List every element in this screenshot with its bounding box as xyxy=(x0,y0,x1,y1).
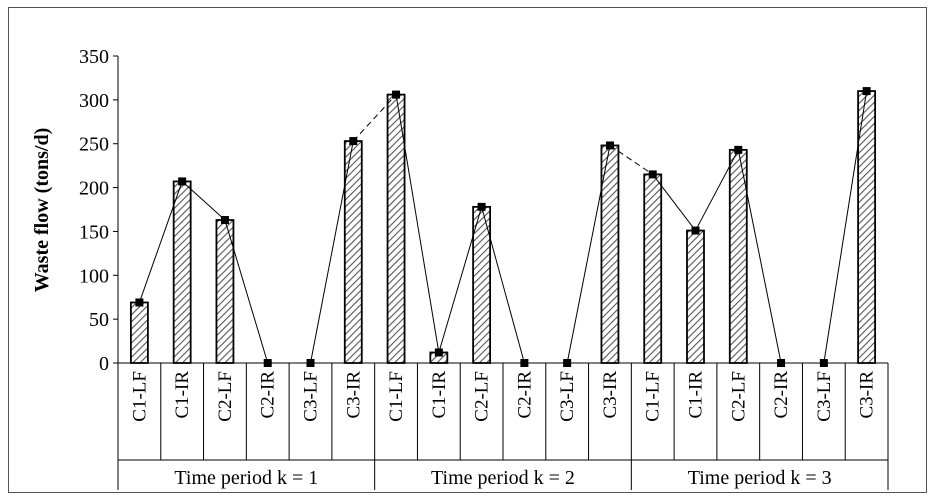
data-point-marker xyxy=(349,137,358,146)
period-transition-line xyxy=(609,145,654,175)
series-line xyxy=(310,140,354,364)
y-tick-label: 0 xyxy=(99,353,109,375)
x-category-label: C1-IR xyxy=(429,371,450,419)
x-category-label: C1-LF xyxy=(643,371,664,422)
x-category-label: C1-IR xyxy=(172,371,193,419)
x-category-label: C1-LF xyxy=(129,371,150,422)
data-point-marker xyxy=(135,298,144,307)
y-tick-label: 150 xyxy=(79,221,109,243)
period-transition-line xyxy=(352,94,397,142)
data-point-marker xyxy=(648,170,657,179)
x-category-label: C3-LF xyxy=(301,371,322,422)
data-point-marker xyxy=(392,90,401,99)
time-period-label: Time period k = 3 xyxy=(688,467,832,489)
x-category-label: C3-LF xyxy=(557,371,578,422)
y-tick-label: 100 xyxy=(79,265,109,287)
series-line xyxy=(652,174,696,231)
series-line xyxy=(138,181,183,303)
x-category-label: C3-IR xyxy=(343,371,364,419)
x-category-label: C3-IR xyxy=(600,371,621,419)
y-tick-label: 250 xyxy=(79,134,109,156)
bar xyxy=(686,229,705,364)
x-category-label: C3-IR xyxy=(857,371,878,419)
data-point-marker xyxy=(306,359,315,367)
x-category-label: C1-LF xyxy=(386,371,407,422)
x-category-label: C2-LF xyxy=(215,371,236,422)
time-period-label: Time period k = 2 xyxy=(431,467,575,489)
data-point-marker xyxy=(691,226,700,235)
data-point-marker xyxy=(220,216,229,225)
x-category-label: C2-IR xyxy=(258,371,279,419)
series-line xyxy=(823,91,868,364)
x-category-label: C3-LF xyxy=(814,371,835,422)
series-line xyxy=(181,181,226,221)
data-point-marker xyxy=(520,359,529,367)
y-tick-label: 50 xyxy=(89,309,109,331)
y-axis-title: Waste flow (tons/d) xyxy=(31,128,53,292)
time-period-label: Time period k = 1 xyxy=(174,467,318,489)
series-line xyxy=(695,149,739,231)
data-point-marker xyxy=(862,87,871,96)
series-line xyxy=(395,94,440,353)
x-category-label: C2-IR xyxy=(771,371,792,419)
y-tick-label: 200 xyxy=(79,178,109,200)
data-point-marker xyxy=(605,141,614,150)
x-category-label: C1-IR xyxy=(686,371,707,419)
data-point-marker xyxy=(777,359,786,367)
series-line xyxy=(481,206,525,364)
data-point-marker xyxy=(434,348,443,357)
bar xyxy=(643,173,663,364)
bar xyxy=(129,301,149,364)
data-point-marker xyxy=(563,359,572,367)
y-tick-label: 350 xyxy=(79,46,109,68)
data-point-marker xyxy=(178,177,187,186)
y-tick-label: 300 xyxy=(79,90,109,112)
x-category-label: C2-LF xyxy=(472,371,493,422)
series-line xyxy=(737,149,782,364)
data-point-marker xyxy=(819,359,828,367)
bar xyxy=(386,93,406,364)
bar xyxy=(172,180,192,364)
data-point-marker xyxy=(477,202,486,211)
series-line xyxy=(438,206,483,353)
x-category-label: C2-LF xyxy=(728,371,749,422)
x-category-label: C2-IR xyxy=(514,371,535,419)
series-line xyxy=(224,219,269,364)
data-point-marker xyxy=(734,145,743,154)
series-line xyxy=(566,145,611,364)
data-point-marker xyxy=(263,359,272,367)
